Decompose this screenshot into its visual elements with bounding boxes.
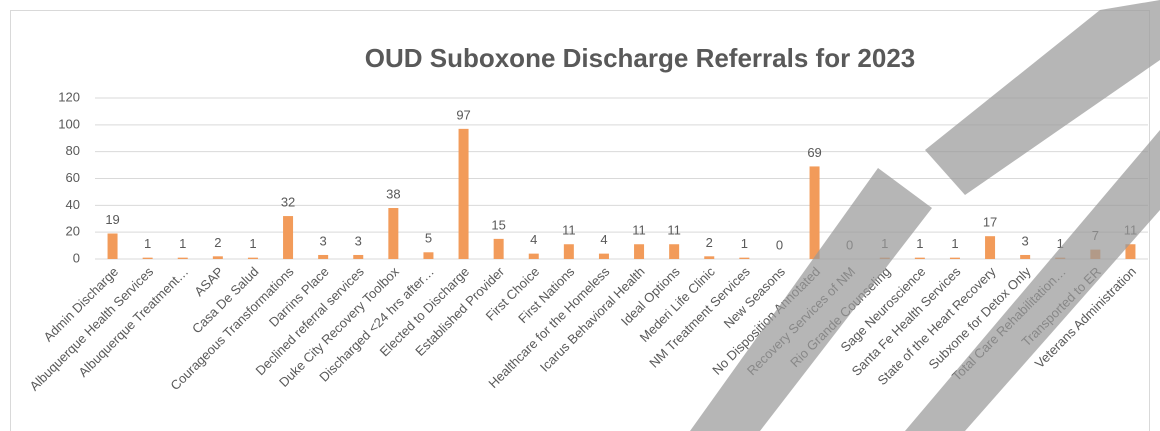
- value-label: 3: [1022, 233, 1029, 248]
- value-label: 2: [706, 235, 713, 250]
- y-tick-label: 100: [58, 116, 80, 131]
- value-label: 1: [1057, 236, 1064, 251]
- value-label: 19: [105, 212, 119, 227]
- value-label: 5: [425, 231, 432, 246]
- bar: [283, 216, 294, 259]
- value-label: 32: [281, 195, 295, 210]
- value-label: 3: [320, 233, 327, 248]
- bar: [142, 257, 153, 259]
- watermark-stripe: [905, 130, 1160, 431]
- bar: [634, 244, 645, 259]
- bar: [212, 256, 223, 259]
- value-label: 3: [355, 233, 362, 248]
- chart-title: OUD Suboxone Discharge Referrals for 202…: [365, 43, 916, 73]
- value-label: 2: [214, 235, 221, 250]
- bar: [914, 257, 925, 259]
- y-tick-label: 80: [66, 143, 80, 158]
- value-label: 17: [983, 215, 997, 230]
- value-label: 1: [741, 236, 748, 251]
- value-label: 1: [249, 236, 256, 251]
- bar: [423, 252, 434, 259]
- value-label: 1: [144, 236, 151, 251]
- value-label: 15: [491, 217, 505, 232]
- bar: [528, 253, 539, 259]
- bar: [1125, 244, 1136, 259]
- value-label: 11: [667, 223, 681, 238]
- bar: [809, 166, 820, 259]
- value-label: 1: [179, 236, 186, 251]
- bar: [458, 128, 469, 259]
- bar: [388, 208, 399, 259]
- y-tick-label: 40: [66, 197, 80, 212]
- bar: [739, 257, 750, 259]
- bar: [669, 244, 680, 259]
- bar: [353, 254, 364, 259]
- y-tick-label: 20: [66, 224, 80, 239]
- chart-frame: [10, 10, 1150, 431]
- bar: [493, 238, 504, 259]
- bar: [704, 256, 715, 259]
- bar: [177, 257, 188, 259]
- bar: [598, 253, 609, 259]
- watermark-stripe: [690, 168, 932, 431]
- value-label: 38: [386, 186, 400, 201]
- value-label: 1: [951, 236, 958, 251]
- value-label: 11: [632, 223, 646, 238]
- bar: [247, 257, 258, 259]
- value-label: 0: [776, 237, 783, 252]
- watermark-stripe: [925, 0, 1160, 195]
- value-label: 1: [916, 236, 923, 251]
- bar: [318, 254, 329, 259]
- bar: [949, 257, 960, 259]
- watermark: [690, 0, 1160, 431]
- value-label: 4: [600, 232, 607, 247]
- value-label: 4: [530, 232, 537, 247]
- bar: [563, 244, 574, 259]
- bar: [1020, 254, 1031, 259]
- y-tick-label: 0: [73, 250, 80, 265]
- value-label: 97: [456, 107, 470, 122]
- bar: [107, 233, 118, 259]
- y-tick-label: 120: [58, 89, 80, 104]
- value-label: 11: [562, 223, 576, 238]
- bar: [985, 236, 996, 259]
- y-tick-label: 60: [66, 170, 80, 185]
- value-label: 69: [807, 145, 821, 160]
